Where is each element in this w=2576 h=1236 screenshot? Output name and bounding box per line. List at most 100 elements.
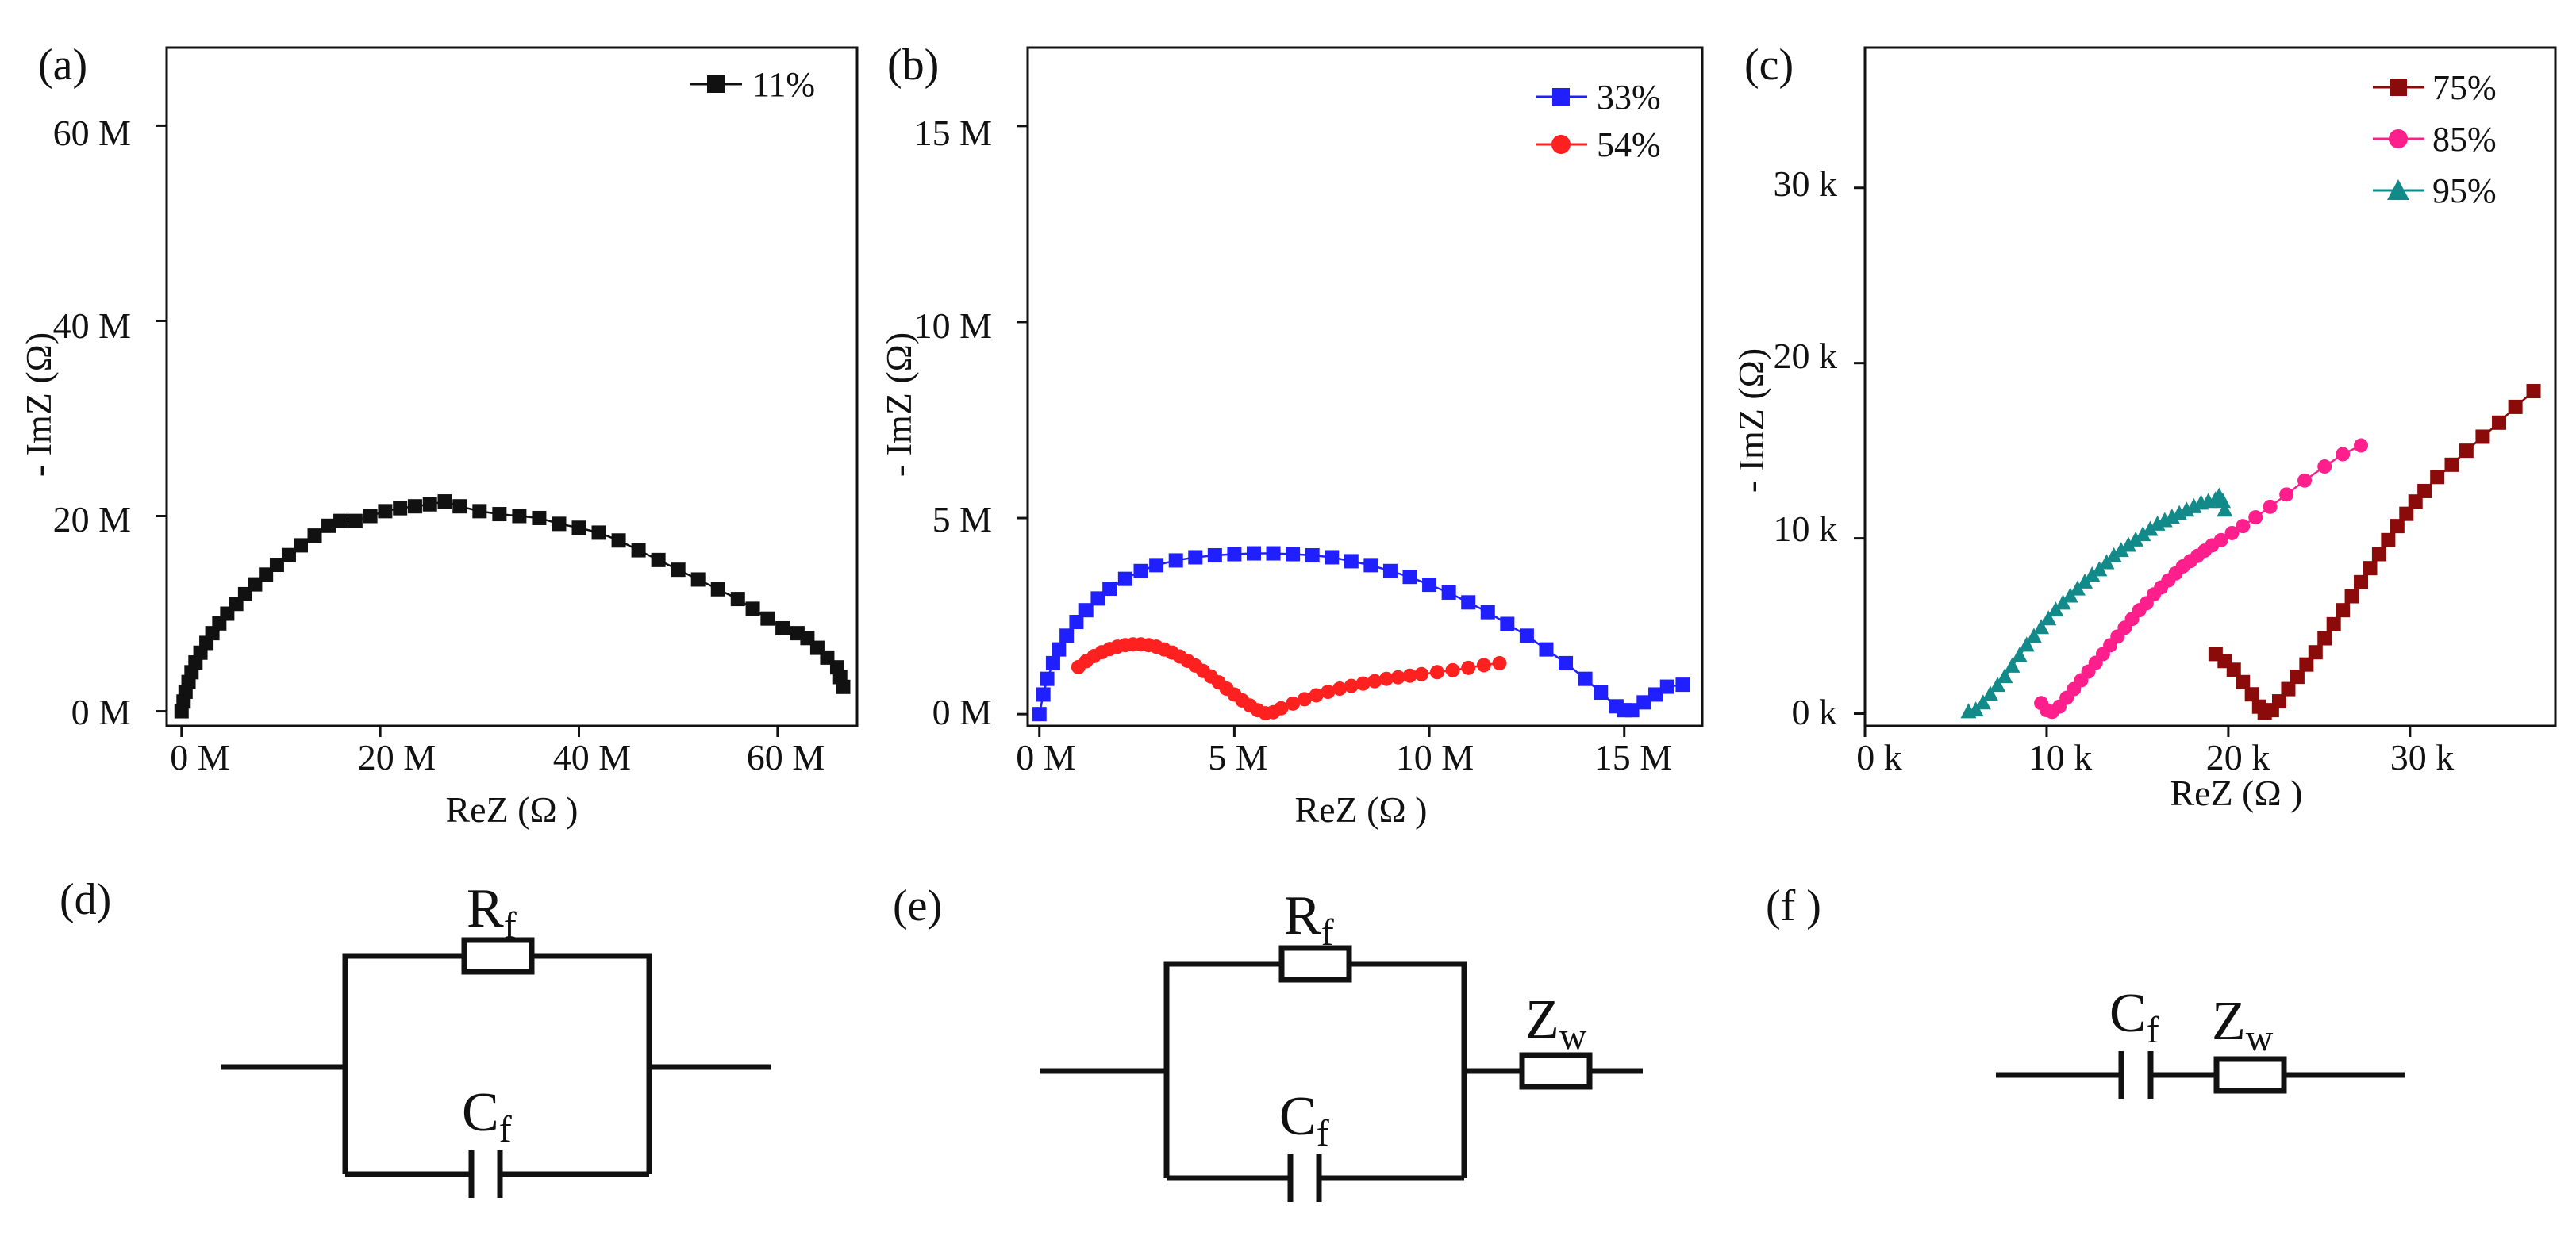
- data-point-11: [836, 679, 851, 694]
- data-point-85: [2236, 519, 2251, 534]
- y-tick-label-c: 30 k: [1774, 163, 1838, 204]
- legend-label-95: 95%: [2432, 171, 2497, 210]
- y-tick-label-b: 15 M: [914, 113, 992, 153]
- resistor-rf: [1278, 945, 1352, 983]
- data-point-75: [2363, 561, 2378, 576]
- label-z: Zw: [2212, 991, 2274, 1059]
- wire: [532, 953, 652, 1174]
- label-r: Rf: [1284, 885, 1334, 954]
- data-point-54: [1476, 658, 1491, 673]
- label-c: Cf: [1279, 1086, 1329, 1154]
- data-point-75: [2344, 589, 2359, 604]
- y-tick-label-a: 60 M: [53, 113, 131, 153]
- data-point-33: [1227, 547, 1242, 562]
- data-point-75: [2317, 631, 2332, 646]
- data-point-11: [710, 582, 725, 597]
- data-point-75: [2371, 547, 2386, 562]
- data-point-75: [2226, 662, 2241, 677]
- data-point-33: [1149, 558, 1164, 573]
- resistor-zw: [2213, 1056, 2287, 1094]
- data-point-54: [1492, 655, 1507, 670]
- plot-frame-a: [165, 46, 859, 727]
- panel-label-d: (d): [60, 875, 111, 924]
- data-point-95: [2105, 547, 2122, 562]
- data-point-11: [269, 558, 284, 573]
- data-point-11: [730, 592, 745, 607]
- data-point-85: [2248, 510, 2263, 525]
- data-point-33: [1325, 550, 1340, 565]
- x-tick-label-a: 20 M: [358, 737, 436, 777]
- data-point-85: [2354, 438, 2369, 453]
- data-point-95: [2217, 501, 2233, 517]
- data-point-33: [1246, 546, 1261, 561]
- panel-a-chart: (a) 60 M 40 M 20 M 0 M 0 M 20 M 40 M 60 …: [18, 40, 859, 830]
- y-tick-label-b: 10 M: [914, 305, 992, 346]
- data-point-95: [2018, 636, 2035, 652]
- data-point-33: [1624, 703, 1640, 718]
- legend-marker-a: [707, 75, 725, 93]
- data-point-11: [281, 547, 296, 562]
- x-tick-label-c: 30 k: [2390, 737, 2455, 777]
- panel-label-b: (b): [887, 40, 939, 90]
- data-point-95: [2135, 526, 2151, 542]
- data-point-75: [2526, 384, 2541, 399]
- data-point-33: [1168, 553, 1183, 568]
- data-point-33: [1402, 570, 1417, 585]
- data-point-75: [2299, 657, 2314, 672]
- x-tick-label-a: 40 M: [553, 737, 631, 777]
- data-point-95: [1982, 685, 1998, 701]
- data-point-54: [1286, 696, 1301, 711]
- data-point-75: [2430, 470, 2445, 485]
- legend-marker-c-75: [2390, 79, 2407, 96]
- data-point-85: [2224, 525, 2240, 540]
- data-point-75: [2475, 429, 2490, 444]
- data-point-11: [671, 562, 686, 578]
- data-point-75: [2326, 616, 2341, 631]
- series-markers-c: [1960, 384, 2541, 720]
- data-point-11: [348, 513, 363, 528]
- data-point-11: [512, 509, 527, 524]
- data-point-95: [2142, 520, 2159, 536]
- legend-label-54: 54%: [1597, 125, 1661, 164]
- data-point-33: [1133, 563, 1148, 578]
- panel-label-e: (e): [893, 881, 942, 931]
- data-point-75: [2492, 415, 2507, 430]
- data-point-54: [1355, 676, 1371, 691]
- data-point-75: [2281, 681, 2296, 697]
- data-point-33: [1461, 595, 1476, 610]
- circuit-f: (f ) Cf Zw: [1766, 881, 2405, 1099]
- legend-marker-c-85: [2389, 129, 2408, 148]
- data-point-54: [1390, 670, 1405, 685]
- data-point-85: [2279, 487, 2294, 502]
- data-point-33: [1266, 546, 1281, 561]
- circuit-d: (d) Rf Cf: [60, 875, 771, 1198]
- y-axis-label-b: - ImZ (Ω): [879, 332, 919, 477]
- panel-label-a: (a): [38, 40, 87, 90]
- y-tick-label-a: 20 M: [53, 499, 131, 539]
- plot-frame-c: [1863, 46, 2557, 727]
- data-point-33: [1441, 585, 1456, 600]
- data-point-33: [1382, 563, 1398, 578]
- data-point-33: [1052, 642, 1067, 657]
- data-point-54: [1309, 688, 1324, 703]
- data-point-11: [631, 543, 646, 558]
- x-tick-label-b: 0 M: [1016, 737, 1075, 777]
- data-point-11: [760, 611, 775, 626]
- data-point-95: [1990, 677, 2006, 693]
- y-tick-label-c: 10 k: [1774, 509, 1838, 549]
- data-point-33: [1500, 616, 1515, 631]
- data-point-11: [532, 510, 547, 525]
- data-point-11: [571, 520, 586, 535]
- y-axis-label-c: - ImZ (Ω): [1731, 348, 1771, 493]
- data-point-33: [1117, 571, 1132, 586]
- data-point-54: [1332, 681, 1348, 697]
- x-tick-label-a: 0 M: [170, 737, 229, 777]
- data-point-85: [2297, 473, 2313, 488]
- data-point-11: [422, 497, 437, 512]
- data-point-95: [2113, 542, 2129, 558]
- data-point-75: [2290, 670, 2305, 685]
- data-point-11: [690, 572, 706, 587]
- panel-c-chart: (c) 30 k 20 k 10 k 0 k 0 k 10 k 20 k 30 …: [1731, 40, 2557, 813]
- data-point-33: [1102, 582, 1117, 597]
- label-z: Zw: [1525, 989, 1587, 1058]
